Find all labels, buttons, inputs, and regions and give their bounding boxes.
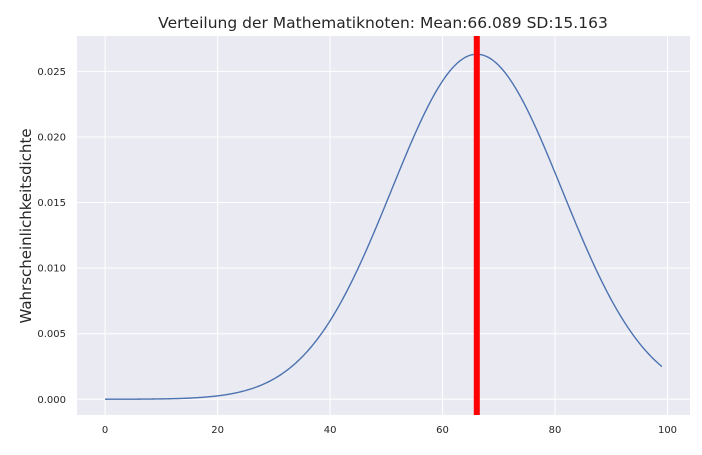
chart-title: Verteilung der Mathematiknoten: Mean:66.… bbox=[158, 14, 608, 32]
y-tick-label: 0.005 bbox=[37, 329, 66, 340]
x-axis: 0 20 40 60 80 100 bbox=[102, 425, 677, 436]
density-curve bbox=[105, 53, 663, 400]
y-tick-label: 0.000 bbox=[37, 395, 66, 406]
x-tick-label: 60 bbox=[436, 425, 449, 436]
x-tick-label: 80 bbox=[549, 425, 562, 436]
x-tick-label: 0 bbox=[102, 425, 108, 436]
x-tick-label: 100 bbox=[658, 425, 677, 436]
y-tick-label: 0.025 bbox=[37, 67, 66, 78]
plot-area bbox=[77, 36, 690, 415]
x-tick-label: 20 bbox=[211, 425, 224, 436]
y-tick-label: 0.010 bbox=[37, 264, 66, 275]
y-axis: 0.000 0.005 0.010 0.015 0.020 0.025 bbox=[37, 67, 66, 406]
grid bbox=[77, 36, 690, 415]
y-tick-label: 0.020 bbox=[37, 132, 66, 143]
x-tick-label: 40 bbox=[324, 425, 337, 436]
y-tick-label: 0.015 bbox=[37, 198, 66, 209]
y-axis-label: Wahrscheinlichkeitsdichte bbox=[17, 128, 35, 323]
